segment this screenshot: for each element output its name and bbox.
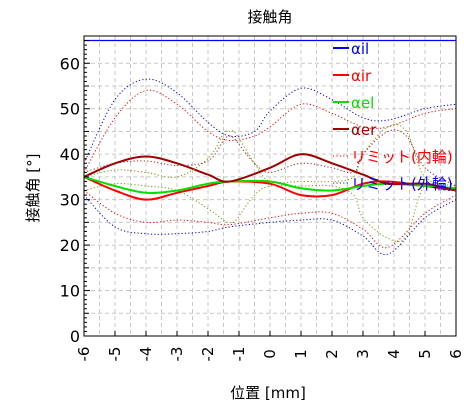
- x-tick-label: -3: [168, 347, 186, 362]
- y-tick-label: 30: [60, 191, 80, 210]
- x-tick-label: 6: [447, 349, 465, 359]
- series-line-7: [83, 194, 457, 256]
- y-tick-label: 40: [60, 145, 80, 164]
- x-tick-label: -5: [106, 347, 124, 362]
- x-axis-label: 位置 [mm]: [230, 384, 306, 402]
- y-tick-label: 10: [60, 282, 80, 301]
- legend-label: リミット(外輪): [351, 175, 453, 193]
- legend-label: αel: [351, 94, 374, 112]
- y-tick-label: 60: [60, 54, 80, 73]
- x-tick-label: 1: [292, 349, 310, 359]
- x-tick-label: 5: [416, 349, 434, 359]
- series-line-9: [83, 123, 457, 187]
- y-axis-label: 接触角 [°]: [24, 154, 42, 223]
- legend-label: αir: [351, 67, 372, 85]
- x-tick-label: -6: [75, 347, 93, 362]
- x-tick-label: 0: [261, 349, 279, 359]
- legend-label: αer: [351, 121, 377, 139]
- series-line-5: [83, 78, 457, 164]
- legend-label: αil: [351, 40, 369, 58]
- x-tick-label: -2: [199, 347, 217, 362]
- legend: αil αir αel αer リミット(内輪) リミット(外輪): [333, 40, 453, 193]
- series-line-10: [83, 129, 457, 187]
- series-line-3: [83, 153, 457, 192]
- x-tick-label: -1: [230, 347, 248, 362]
- y-tick-label: 0: [70, 327, 80, 346]
- y-tick-label: 50: [60, 100, 80, 119]
- x-tick-label: -4: [137, 347, 155, 362]
- y-tick-label: 20: [60, 236, 80, 255]
- chart-title: 接触角: [247, 8, 292, 26]
- x-tick-label: 3: [354, 349, 372, 359]
- x-tick-label: 4: [385, 349, 403, 359]
- series-line-8: [83, 182, 457, 243]
- x-tick-label: 2: [323, 349, 341, 359]
- series-line-4: [83, 89, 457, 173]
- legend-label: リミット(内輪): [351, 148, 453, 166]
- plot-series: [83, 39, 457, 256]
- series-line-1: [83, 175, 457, 201]
